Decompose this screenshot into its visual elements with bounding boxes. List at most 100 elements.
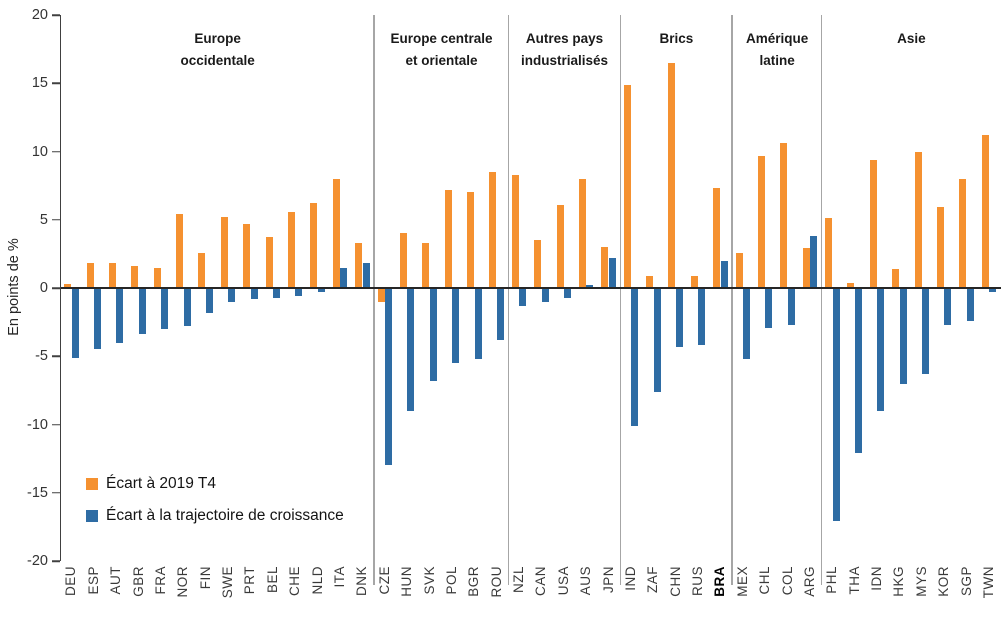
y-tick-label--20: -20 [27, 553, 48, 569]
y-tick-label-0: 0 [39, 280, 48, 296]
bar-2019-sgp [959, 178, 967, 288]
x-label-text-sgp: SGP [958, 566, 974, 597]
bar-traj-bra [720, 260, 728, 288]
legend-swatch-orange [86, 478, 98, 490]
bar-traj-esp [94, 288, 102, 350]
x-label-tha: THA [843, 566, 865, 622]
bar-pair-mex [732, 15, 754, 561]
x-label-aut: AUT [105, 566, 127, 622]
bar-pair-pol [441, 15, 463, 561]
x-label-gbr: GBR [127, 566, 149, 622]
bar-2019-swe [220, 217, 228, 288]
bar-pair-phl [822, 15, 844, 561]
group-autres-pays-industrialises: Autres pays industrialisés [509, 15, 621, 561]
x-axis-labels: DEU ESP AUT GBR FRA NOR FIN SWE PRT BEL CHE NLD ITA D… [60, 566, 1000, 622]
bar-pair-bel [262, 15, 284, 561]
bar-2019-prt [243, 223, 251, 288]
bar-traj-nzl [519, 288, 527, 306]
x-label-text-hkg: HKG [891, 566, 907, 597]
bar-pair-col [777, 15, 799, 561]
bar-2019-mys [914, 151, 922, 288]
bar-pair-prt [240, 15, 262, 561]
bar-traj-phl [832, 288, 840, 522]
bar-pair-tha [844, 15, 866, 561]
x-label-nld: NLD [306, 566, 328, 622]
bar-traj-che [295, 288, 303, 297]
x-label-text-gbr: GBR [130, 566, 146, 597]
y-tick-label--5: -5 [35, 348, 48, 365]
group-separator [820, 15, 823, 585]
x-label-group-europe-centrale-et-orientale: CZE HUN SVK POL BGR ROU [373, 566, 507, 622]
x-label-phl: PHL [821, 566, 843, 622]
bar-pair-aus [576, 15, 598, 561]
y-tick-label-10: 10 [31, 143, 48, 160]
bar-2019-hkg [892, 268, 900, 288]
x-label-hun: HUN [396, 566, 418, 622]
x-label-text-fra: FRA [152, 566, 168, 595]
x-label-kor: KOR [933, 566, 955, 622]
bar-2019-svk [422, 242, 430, 288]
x-label-sgp: SGP [955, 566, 977, 622]
x-label-text-bel: BEL [264, 566, 280, 594]
bar-2019-cze [377, 288, 385, 302]
x-label-aus: AUS [575, 566, 597, 622]
bar-traj-chl [765, 288, 773, 328]
bar-2019-phl [825, 218, 833, 288]
bar-2019-col [780, 143, 788, 288]
x-label-text-pol: POL [443, 566, 459, 595]
bar-traj-svk [429, 288, 437, 381]
bar-traj-pol [452, 288, 460, 364]
bar-pair-fra [151, 15, 173, 561]
bar-2019-ind [623, 84, 631, 288]
x-label-usa: USA [552, 566, 574, 622]
bar-2019-pol [444, 189, 452, 288]
x-label-text-chl: CHL [757, 566, 773, 595]
x-label-text-nzl: NZL [511, 566, 527, 594]
x-label-ind: IND [620, 566, 642, 622]
bar-pair-arg [800, 15, 822, 561]
x-label-text-bra: BRA [712, 566, 728, 597]
plot-groups: Europe occidentale Europe centrale et orien… [61, 15, 1001, 561]
x-label-text-col: COL [779, 566, 795, 596]
bar-2019-aus [578, 178, 586, 288]
bar-traj-arg [810, 236, 818, 288]
bar-traj-mys [922, 288, 930, 374]
x-label-bra: BRA [709, 566, 731, 622]
y-tick-mark [52, 492, 60, 494]
x-label-text-rou: ROU [488, 566, 504, 598]
bar-2019-bra [713, 188, 721, 288]
bar-pair-deu [61, 15, 83, 561]
bar-pair-hun [397, 15, 419, 561]
group-brics: Brics [621, 15, 733, 561]
x-label-chl: CHL [754, 566, 776, 622]
bar-traj-twn [989, 288, 997, 293]
x-label-idn: IDN [866, 566, 888, 622]
x-label-text-kor: KOR [936, 566, 952, 597]
group-header-asie: Asie [897, 31, 926, 46]
bar-pair-dnk [352, 15, 374, 561]
x-label-group-asie: PHL THA IDN HKG MYS KOR SGP TWN [821, 566, 1000, 622]
x-label-group-brics: IND ZAF CHN RUS BRA [620, 566, 732, 622]
bar-pair-idn [867, 15, 889, 561]
x-label-text-svk: SVK [421, 566, 437, 595]
legend-label-ecart-2019-t4: Écart à 2019 T4 [106, 475, 217, 492]
bar-traj-mex [743, 288, 751, 359]
x-label-esp: ESP [82, 566, 104, 622]
bar-traj-kor [944, 288, 952, 325]
bar-2019-nld [310, 203, 318, 288]
bar-pair-sgp [956, 15, 978, 561]
x-label-cze: CZE [373, 566, 395, 622]
y-tick-mark [52, 219, 60, 221]
x-label-zaf: ZAF [642, 566, 664, 622]
x-label-text-tha: THA [846, 566, 862, 595]
bar-pair-mys [911, 15, 933, 561]
bar-pair-swe [218, 15, 240, 561]
x-label-text-che: CHE [287, 566, 303, 597]
bar-traj-gbr [138, 288, 146, 335]
x-label-col: COL [776, 566, 798, 622]
bar-traj-cze [385, 288, 393, 466]
bar-traj-sgp [966, 288, 974, 321]
bar-2019-fin [198, 252, 206, 288]
legend-label-ecart-trajectoire: Écart à la trajectoire de croissance [106, 507, 344, 524]
